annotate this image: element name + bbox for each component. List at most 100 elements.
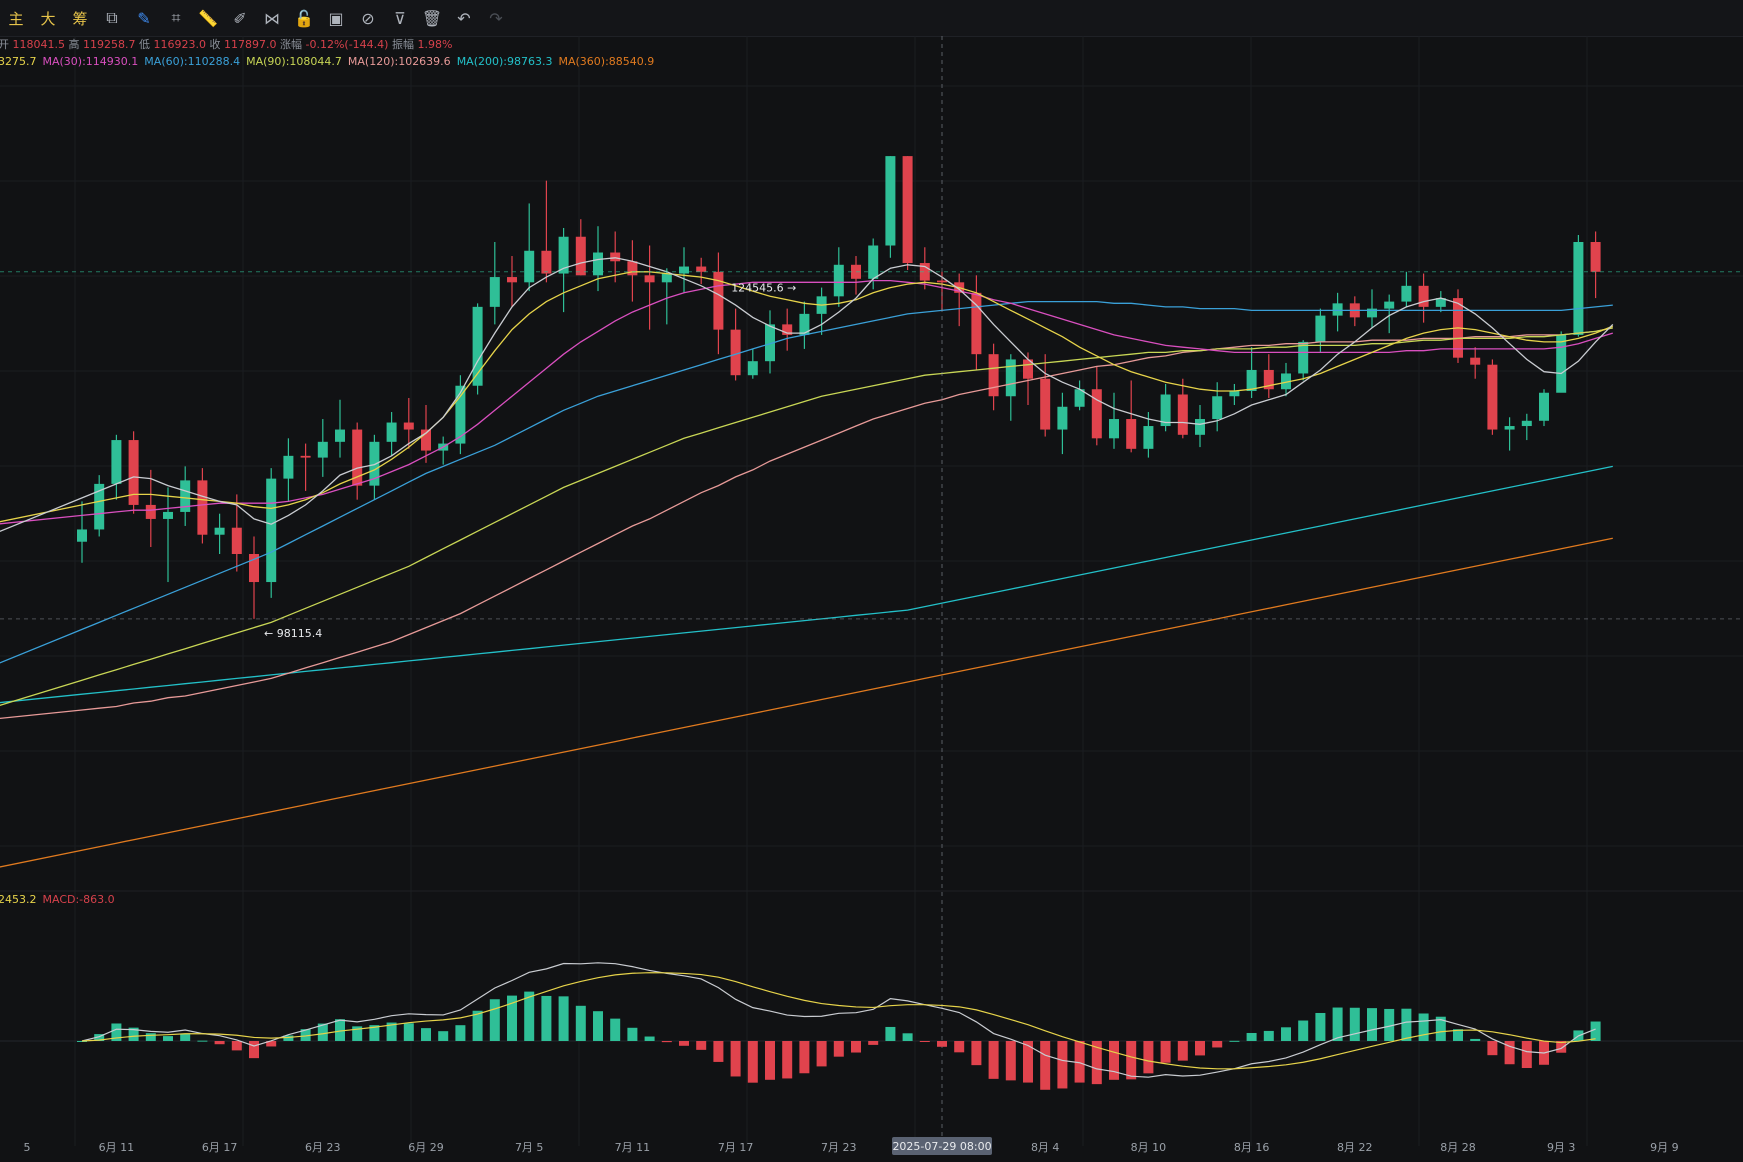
ma360-line (0, 537, 1613, 868)
undo-icon[interactable]: ↶ (457, 8, 471, 28)
change-value: -0.12%(-144.4) (305, 38, 389, 51)
macd-histogram-bar (489, 999, 500, 1041)
candle-body (1229, 390, 1240, 397)
macd-histogram-bar (352, 1026, 363, 1041)
macd-histogram-bar (1349, 1007, 1360, 1041)
macd-histogram-bar (214, 1041, 225, 1045)
macd-histogram-bar (937, 1041, 947, 1047)
candle-body (317, 441, 328, 458)
macd-histogram-bar (1298, 1020, 1309, 1041)
candle-body (1126, 419, 1137, 449)
macd-histogram-bar (541, 995, 552, 1041)
filter-icon[interactable]: ⊽ (394, 8, 406, 28)
ma-labels-item: MA(200):98763.3 (456, 55, 553, 68)
candle-body (386, 422, 397, 442)
open-key: 开 (0, 38, 9, 51)
candle-body (593, 252, 603, 276)
toolbar-label-2[interactable]: 筹 (72, 9, 88, 28)
x-axis-label: 7月 23 (821, 1141, 857, 1154)
macd-histogram-bar (1401, 1008, 1412, 1041)
candle-body (1367, 308, 1377, 318)
macd-histogram-bar (747, 1041, 758, 1083)
candle-body (249, 554, 259, 583)
candle-body (1435, 298, 1446, 307)
ma-labels-item: MA(60):110288.4 (144, 55, 241, 68)
ruler-icon[interactable]: 📏 (198, 8, 218, 28)
macd-histogram-bar (1556, 1041, 1567, 1053)
x-axis-label: 6月 17 (202, 1141, 238, 1154)
macd-histogram-bar (1435, 1016, 1446, 1041)
candle-body (421, 429, 431, 451)
candle-body (1332, 303, 1343, 316)
candle-body (403, 422, 414, 430)
redo-icon[interactable]: ↷ (489, 8, 503, 28)
ma90-line (0, 327, 1613, 706)
candle-body (988, 354, 999, 397)
macd-histogram-bar (266, 1041, 277, 1047)
candle-body (283, 455, 294, 479)
draw-icon[interactable]: ✎ (137, 8, 151, 28)
crop-icon[interactable]: ⌗ (171, 8, 181, 27)
macd-histogram-bar (799, 1041, 810, 1074)
screenshot-icon[interactable]: ▣ (328, 8, 344, 28)
toolbar-label-0[interactable]: 主 (8, 9, 24, 28)
macd-histogram-bar (1487, 1041, 1498, 1056)
x-axis-label: 9月 3 (1547, 1141, 1576, 1154)
candle-body (1195, 419, 1205, 435)
macd-histogram-bar (472, 1010, 483, 1041)
candlestick-chart[interactable]: 124545.6 → ← 98115.4 5 6月 11 6月 17 6月 23 6月 29… (0, 36, 1743, 1162)
candle-body (94, 483, 105, 530)
trash-icon[interactable]: 🗑 (421, 8, 443, 28)
ma-labels-item: 3275.7 (0, 55, 37, 68)
macd-dea-line (81, 972, 1596, 1070)
macd-histogram-bar (1229, 1040, 1240, 1042)
macd-labels-item: MACD:-863.0 (42, 893, 115, 906)
pattern-icon[interactable]: ⋈ (264, 8, 280, 28)
x-axis-label: 8月 16 (1234, 1141, 1270, 1154)
candle-body (1521, 420, 1532, 427)
macd-histogram-bar (558, 996, 569, 1041)
macd-histogram-bar (575, 1005, 586, 1041)
toolbar-label-1[interactable]: 大 (40, 9, 56, 28)
high-value: 119258.7 (83, 38, 136, 51)
candle-body (1539, 392, 1549, 421)
macd-histogram-bar (77, 1041, 87, 1042)
candle-body (1091, 389, 1102, 439)
x-axis-label: 6月 23 (305, 1141, 341, 1154)
ma-labels-item: MA(360):88540.9 (558, 55, 655, 68)
ma200-line (0, 465, 1613, 704)
candle-body (1246, 369, 1257, 391)
candle-body (1573, 242, 1584, 335)
ma120-line (0, 327, 1613, 719)
candle-body (1263, 369, 1274, 390)
brush-icon[interactable]: ✐ (233, 8, 247, 28)
candle-body (1401, 285, 1412, 302)
candle-body (1160, 394, 1171, 427)
indicator-icon[interactable]: ⧉ (106, 8, 118, 27)
x-axis-label: 8月 10 (1131, 1141, 1167, 1154)
x-axis-label: 6月 11 (99, 1141, 135, 1154)
macd-histogram-bar (782, 1041, 793, 1079)
x-axis-label: 9月 9 (1650, 1141, 1679, 1154)
x-axis-label: 8月 28 (1440, 1141, 1476, 1154)
open-value: 118041.5 (12, 38, 66, 51)
candle-body (352, 429, 363, 486)
macd-histogram-bar (902, 1033, 913, 1041)
change-key: 涨幅 (280, 38, 302, 51)
candle-body (1487, 364, 1498, 430)
price-annotation: 124545.6 → (731, 282, 796, 295)
candle-body (627, 261, 638, 276)
macd-histogram-bar (1384, 1008, 1395, 1041)
link-icon[interactable]: ⊘ (361, 8, 375, 28)
candle-body (799, 313, 810, 335)
candle-body (231, 527, 242, 554)
low-value: 116923.0 (153, 38, 207, 51)
crosshair-date-label: 2025-07-29 08:00 (892, 1140, 991, 1153)
candle-body (610, 252, 621, 262)
macd-histogram-bar (730, 1041, 741, 1077)
lock-icon[interactable]: 🔓 (294, 8, 314, 28)
macd-histogram-bar (661, 1041, 672, 1043)
macd-histogram-bar (335, 1019, 345, 1041)
ma30-line (0, 279, 1613, 525)
crosshair-date-box (892, 1137, 992, 1155)
